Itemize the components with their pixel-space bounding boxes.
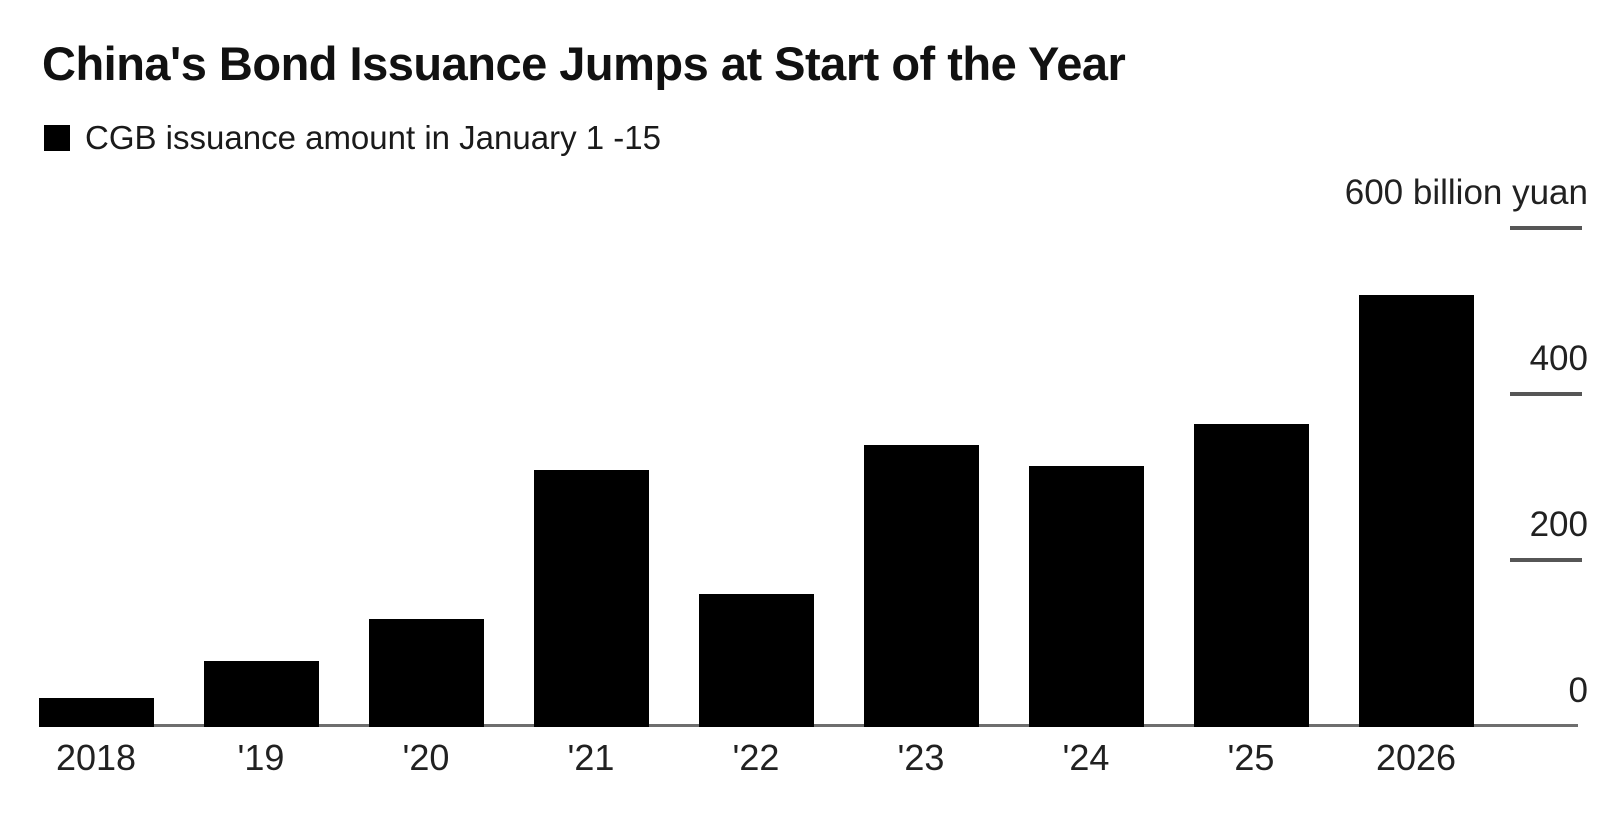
legend: CGB issuance amount in January 1 -15 — [44, 120, 661, 156]
x-axis-label-23: '23 — [897, 737, 945, 778]
legend-swatch-icon — [44, 125, 70, 151]
bar-19 — [203, 661, 319, 727]
bar-20 — [368, 619, 484, 727]
y-tick-line-400 — [1510, 392, 1582, 396]
bar-21 — [533, 470, 649, 727]
bar-2018 — [38, 698, 154, 727]
y-tick-label-400: 400 — [1529, 339, 1588, 378]
bar-22 — [698, 594, 814, 727]
legend-label: CGB issuance amount in January 1 -15 — [85, 119, 661, 156]
y-tick-label-200: 200 — [1529, 505, 1588, 544]
chart-title: China's Bond Issuance Jumps at Start of … — [42, 37, 1126, 90]
bar-2026 — [1358, 295, 1474, 727]
x-axis-label-20: '20 — [402, 737, 450, 778]
x-axis-label-19: '19 — [237, 737, 285, 778]
y-tick-label-600: 600 billion yuan — [1344, 173, 1588, 212]
x-axis-label-24: '24 — [1062, 737, 1110, 778]
x-axis-label-21: '21 — [567, 737, 615, 778]
y-tick-line-600 — [1510, 226, 1582, 230]
bar-25 — [1193, 424, 1309, 727]
x-axis-label-25: '25 — [1227, 737, 1275, 778]
x-axis-label-22: '22 — [732, 737, 780, 778]
bar-23 — [863, 445, 979, 727]
bar-24 — [1028, 466, 1144, 727]
x-axis-label-2018: 2018 — [55, 737, 137, 778]
y-tick-line-200 — [1510, 558, 1582, 562]
x-axis-label-2026: 2026 — [1375, 737, 1457, 778]
y-tick-label-0: 0 — [1568, 671, 1588, 710]
